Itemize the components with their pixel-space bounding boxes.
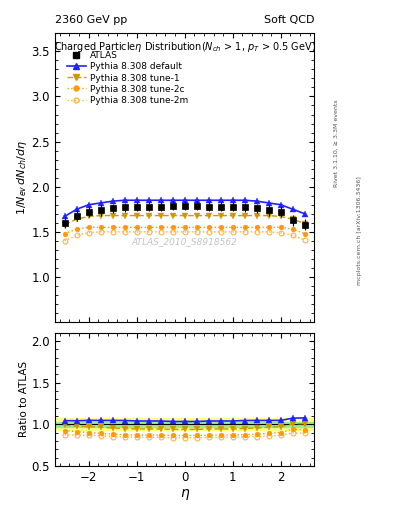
Text: Rivet 3.1.10, ≥ 3.3M events: Rivet 3.1.10, ≥ 3.3M events (334, 99, 338, 187)
Text: 2360 GeV pp: 2360 GeV pp (55, 15, 127, 26)
Text: Soft QCD: Soft QCD (264, 15, 314, 26)
Bar (55, 422, 314, 427)
Y-axis label: Ratio to ATLAS: Ratio to ATLAS (19, 361, 29, 437)
Y-axis label: $1/N_{ev}\,dN_{ch}/d\eta$: $1/N_{ev}\,dN_{ch}/d\eta$ (15, 140, 29, 215)
Text: mcplots.cern.ch [arXiv:1306.3436]: mcplots.cern.ch [arXiv:1306.3436] (357, 176, 362, 285)
Text: ATLAS_2010_S8918562: ATLAS_2010_S8918562 (132, 237, 238, 246)
Bar (55, 418, 314, 430)
Text: Charged Particle$\eta$ Distribution($N_{ch}$ > 1, $p_T$ > 0.5 GeV): Charged Particle$\eta$ Distribution($N_{… (54, 40, 316, 54)
X-axis label: $\eta$: $\eta$ (180, 486, 190, 502)
Legend: ATLAS, Pythia 8.308 default, Pythia 8.308 tune-1, Pythia 8.308 tune-2c, Pythia 8: ATLAS, Pythia 8.308 default, Pythia 8.30… (65, 49, 190, 107)
